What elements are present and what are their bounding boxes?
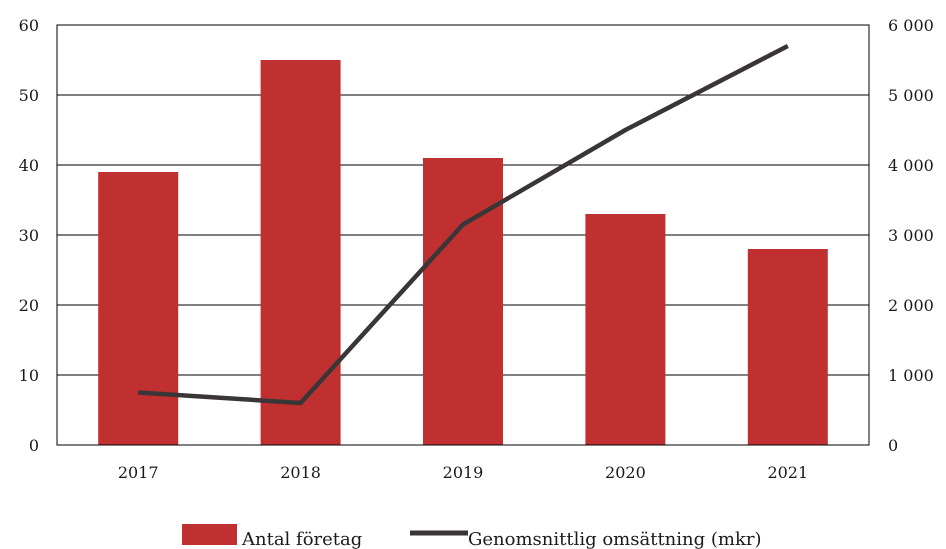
legend-swatch-bar — [182, 524, 237, 545]
left-tick-label-0: 0 — [29, 436, 39, 455]
bar-2017 — [98, 172, 179, 445]
right-tick-label-0: 0 — [888, 436, 898, 455]
x-tick-label-1: 2018 — [280, 463, 321, 482]
left-tick-label-1: 10 — [19, 366, 39, 385]
x-tick-label-4: 2021 — [767, 463, 808, 482]
axes — [56, 24, 870, 446]
line-series — [138, 44, 789, 406]
bar-series — [98, 60, 828, 445]
legend: Antal företag Genomsnittlig omsättning (… — [182, 524, 762, 549]
right-tick-label-3: 3 000 — [888, 226, 934, 245]
right-tick-label-5: 5 000 — [888, 86, 934, 105]
legend-label-bar: Antal företag — [241, 529, 362, 549]
left-tick-label-2: 20 — [19, 296, 39, 315]
left-axis-ticks: 0 10 20 30 40 50 60 — [19, 16, 39, 455]
left-tick-label-3: 30 — [19, 226, 39, 245]
legend-label-line: Genomsnittlig omsättning (mkr) — [468, 529, 762, 549]
x-tick-label-0: 2017 — [118, 463, 159, 482]
right-tick-label-6: 6 000 — [888, 16, 934, 35]
bar-2021 — [747, 249, 828, 445]
x-axis-ticks: 2017 2018 2019 2020 2021 — [118, 463, 808, 482]
right-axis-ticks: 0 1 000 2 000 3 000 4 000 5 000 6 000 — [888, 16, 934, 455]
right-tick-label-2: 2 000 — [888, 296, 934, 315]
x-tick-label-2: 2019 — [443, 463, 484, 482]
plot-frame — [56, 24, 870, 446]
right-tick-label-4: 4 000 — [888, 156, 934, 175]
left-tick-label-4: 40 — [19, 156, 39, 175]
bar-2020 — [585, 214, 666, 445]
right-tick-label-1: 1 000 — [888, 366, 934, 385]
x-tick-label-3: 2020 — [605, 463, 646, 482]
bar-2018 — [260, 60, 341, 445]
left-tick-label-5: 50 — [19, 86, 39, 105]
left-tick-label-6: 60 — [19, 16, 39, 35]
bar-2019 — [423, 158, 503, 445]
